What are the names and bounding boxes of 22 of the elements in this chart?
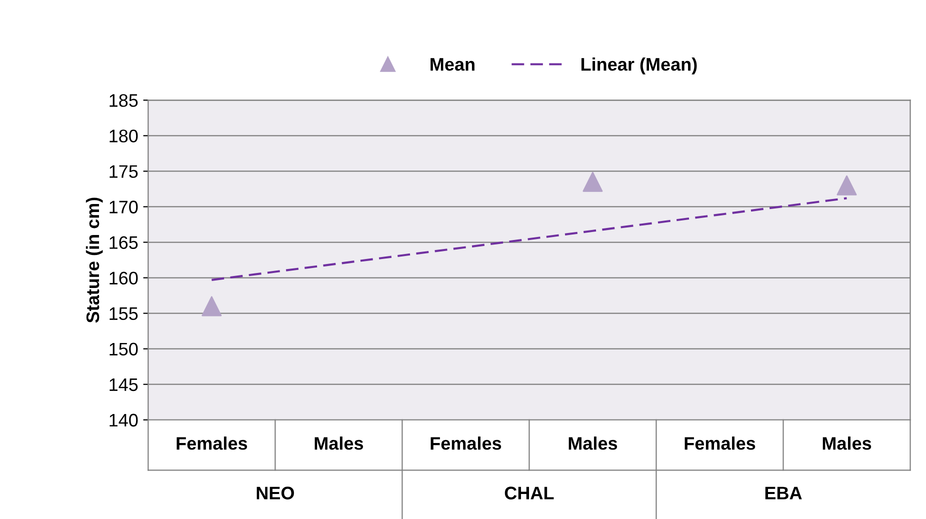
text: NEO: [256, 486, 294, 500]
y-tick-label: 170: [110, 200, 138, 214]
y-tick-label: 185: [110, 94, 138, 107]
x-tick-label: Females: [430, 436, 502, 450]
y-tick-label: 150: [110, 342, 138, 356]
x-tick-label: Males: [568, 436, 618, 450]
legend-label: Linear (Mean): [581, 57, 697, 74]
x-tick-label: Females: [684, 436, 756, 450]
y-axis-title: Stature (in cm): [86, 198, 103, 323]
y-tick-label: 155: [110, 307, 138, 320]
y-tick-label: 145: [110, 378, 138, 392]
x-tick-label: Females: [176, 436, 248, 450]
x-tick-label: Males: [822, 436, 872, 450]
y-tick-label: 180: [110, 130, 138, 142]
x-tick-label: Males: [314, 436, 364, 450]
text: EBA: [765, 486, 802, 500]
y-tick-label: 165: [110, 236, 138, 249]
y-tick-label: 175: [110, 165, 138, 178]
legend-label: Mean: [430, 58, 474, 71]
y-tick-label: 160: [110, 272, 138, 284]
text: CHAL: [504, 486, 554, 500]
y-tick-label: 140: [110, 414, 138, 427]
